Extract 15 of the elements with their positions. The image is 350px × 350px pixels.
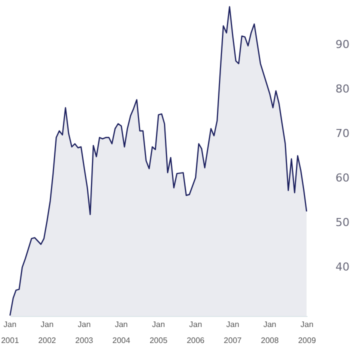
- x-tick-label: Jan 2001: [1, 320, 20, 345]
- x-tick-label: Jan 2004: [112, 320, 131, 345]
- x-tick-label: Jan 2002: [38, 320, 57, 345]
- x-tick-label: Jan 2006: [186, 320, 206, 345]
- y-tick-label: 50: [336, 216, 350, 230]
- y-tick-label: 90: [336, 38, 350, 52]
- y-tick-label: 70: [336, 127, 350, 140]
- y-tick-label: 40: [336, 260, 350, 274]
- x-tick-label: Jan 2007: [224, 320, 242, 345]
- x-tick-label: Jan 2009: [298, 320, 316, 345]
- x-tick-label: Jan 2003: [75, 320, 94, 345]
- y-tick-label: 80: [336, 82, 350, 96]
- x-tick-label: Jan 2008: [260, 320, 280, 345]
- x-tick-label: Jan 2005: [150, 320, 168, 345]
- y-tick-label: 60: [336, 172, 350, 185]
